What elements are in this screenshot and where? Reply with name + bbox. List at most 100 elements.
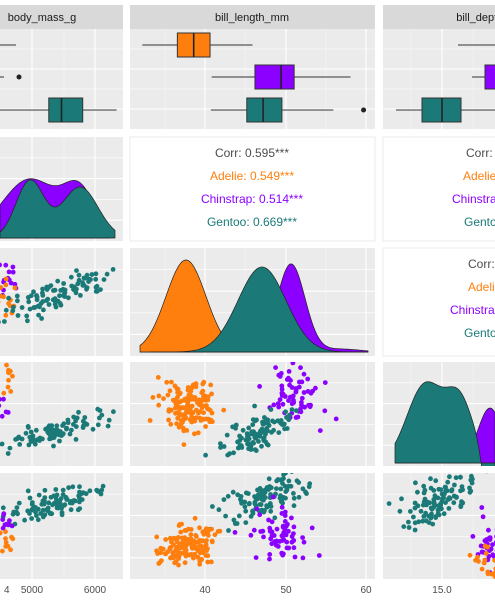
point <box>406 525 412 530</box>
boxplot-adelie <box>142 32 253 58</box>
point <box>189 403 195 409</box>
point <box>0 292 1 297</box>
x-axis-col1: 5000 6000 4000 <box>21 585 107 596</box>
point <box>252 418 258 424</box>
point <box>8 547 14 553</box>
corr-total: Corr: 0.595*** <box>215 146 289 160</box>
svg-text:Adelie: Adelie <box>463 169 495 183</box>
point <box>284 415 289 420</box>
point <box>431 488 437 493</box>
point <box>470 534 476 539</box>
point <box>5 543 11 549</box>
point <box>69 427 74 433</box>
point <box>459 499 464 504</box>
point <box>195 430 201 436</box>
point <box>266 517 271 523</box>
point <box>196 402 202 408</box>
point <box>458 504 464 510</box>
point <box>292 554 298 560</box>
point <box>155 375 161 380</box>
point <box>193 397 199 402</box>
tick-label: 5000 <box>21 585 44 596</box>
point <box>289 473 294 474</box>
tick-label: 40 <box>199 585 211 596</box>
scatter-bill-depth-vs-body-mass <box>0 362 116 456</box>
point <box>6 295 11 301</box>
point <box>317 428 323 433</box>
point <box>80 425 86 430</box>
point <box>95 406 101 412</box>
point <box>221 444 227 449</box>
point <box>62 287 68 293</box>
point <box>15 436 20 441</box>
point <box>6 377 11 383</box>
point <box>0 320 1 324</box>
point <box>188 532 194 537</box>
point <box>31 289 36 295</box>
point <box>446 495 452 501</box>
point <box>215 529 221 534</box>
point <box>15 298 20 304</box>
point <box>430 521 436 527</box>
point <box>19 436 25 442</box>
point <box>181 442 187 447</box>
point <box>322 380 328 385</box>
point <box>0 505 6 511</box>
point <box>187 552 193 558</box>
point <box>40 286 45 292</box>
point <box>193 381 199 387</box>
point <box>173 559 179 565</box>
point <box>76 493 82 499</box>
density-bill-length <box>139 259 369 353</box>
point <box>7 445 13 451</box>
point <box>93 271 99 277</box>
point <box>259 443 264 449</box>
point <box>111 409 116 415</box>
point <box>234 521 240 526</box>
point <box>47 432 53 438</box>
point <box>205 559 211 565</box>
tick-label: 15.0 <box>432 585 452 596</box>
point <box>177 390 183 396</box>
corr-panel-1: Corr: 0.595*** Adelie: 0.549*** Chinstra… <box>129 136 376 242</box>
point <box>258 502 264 507</box>
point <box>406 519 411 525</box>
point <box>99 487 105 493</box>
point <box>207 407 213 413</box>
point <box>256 432 262 438</box>
point <box>5 384 11 390</box>
point <box>0 396 2 402</box>
point <box>36 492 42 498</box>
point <box>435 507 441 513</box>
box <box>48 97 84 123</box>
point <box>52 429 58 435</box>
point <box>485 571 491 577</box>
point <box>227 451 233 457</box>
point <box>490 542 495 547</box>
point <box>87 488 93 494</box>
point <box>78 293 83 298</box>
point <box>272 515 278 521</box>
chart-marks <box>0 32 495 579</box>
point <box>304 491 309 496</box>
point <box>3 409 9 415</box>
point <box>76 272 82 278</box>
point <box>309 525 315 531</box>
point <box>154 548 160 554</box>
point <box>203 526 209 532</box>
point <box>10 373 15 379</box>
point <box>8 280 14 286</box>
point <box>200 397 205 403</box>
point <box>420 502 426 508</box>
point <box>296 494 302 500</box>
scatter-flipper-vs-body-mass <box>0 483 106 554</box>
point <box>263 487 269 493</box>
point <box>297 379 302 385</box>
point <box>291 491 296 496</box>
point <box>16 500 22 506</box>
point <box>275 401 281 406</box>
svg-text:Corr:: Corr: <box>466 146 493 160</box>
point <box>261 534 266 540</box>
point <box>177 405 183 411</box>
point <box>212 532 218 538</box>
